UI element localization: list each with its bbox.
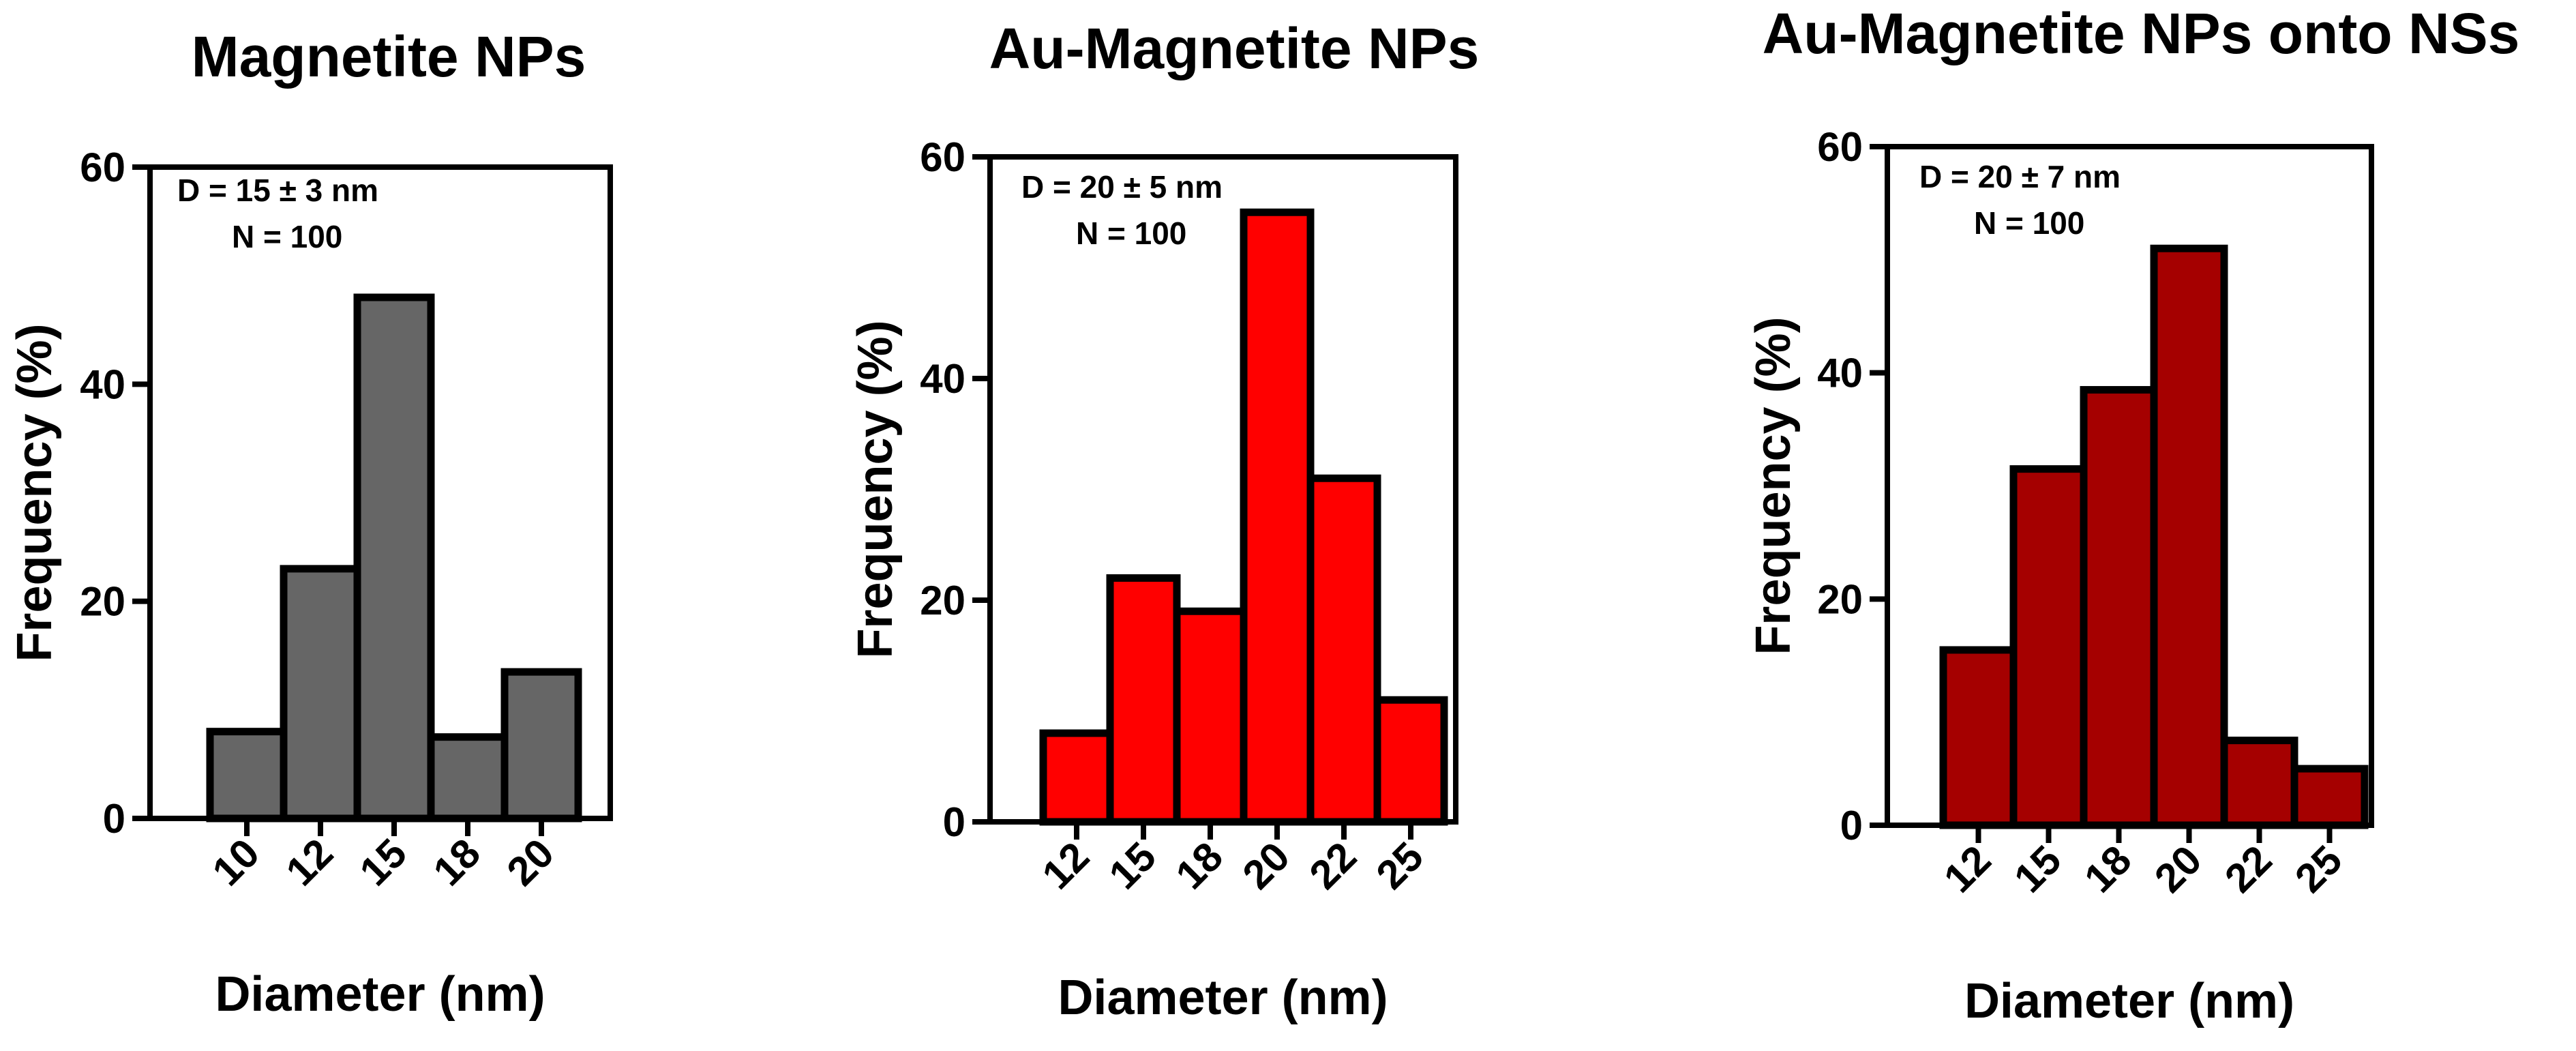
bar-15 (353, 293, 435, 823)
bar-10 (206, 728, 288, 823)
x-tick-label: 15 (1100, 833, 1165, 898)
bar-20 (500, 668, 582, 823)
x-tick-label: 25 (1368, 833, 1433, 898)
annotation-diameter: D = 20 ± 5 nm (1021, 169, 1223, 205)
annotation-diameter: D = 15 ± 3 nm (177, 173, 378, 208)
chart-title: Au-Magnetite NPs (989, 16, 1480, 80)
plot-frame (147, 164, 613, 821)
annotation-diameter: D = 20 ± 7 nm (1919, 159, 2121, 194)
bar-25 (1373, 696, 1448, 826)
x-tick-label: 15 (351, 830, 416, 895)
y-axis-label: Frequency (%) (848, 320, 903, 658)
y-tick-label: 0 (1840, 803, 1863, 848)
bar-18 (1173, 607, 1248, 826)
x-tick-label: 12 (278, 830, 342, 895)
y-tick-label: 0 (943, 799, 965, 845)
x-tick-label: 20 (498, 830, 563, 895)
bar-15 (2009, 465, 2088, 829)
chart-title: Au-Magnetite NPs onto NSs (1763, 1, 2520, 65)
x-tick-label: 22 (1301, 833, 1366, 898)
y-axis-label: Frequency (%) (8, 323, 62, 662)
x-tick-label: 10 (204, 830, 269, 895)
y-tick-label: 20 (80, 579, 125, 625)
y-tick-label: 40 (1817, 351, 1863, 396)
x-tick-label: 20 (1234, 833, 1299, 898)
bar-12 (1039, 729, 1114, 826)
bar-20 (2150, 244, 2228, 829)
y-tick-label: 60 (1817, 124, 1863, 170)
bar-18 (427, 733, 509, 823)
bar-25 (2290, 765, 2369, 829)
annotation-count: N = 100 (1076, 216, 1186, 251)
y-tick-label: 20 (1817, 576, 1863, 622)
annotation-count: N = 100 (1974, 205, 2084, 241)
bar-18 (2080, 386, 2158, 829)
y-tick-label: 40 (80, 361, 125, 407)
bar-22 (1306, 474, 1381, 826)
bar-20 (1240, 208, 1315, 826)
y-tick-label: 20 (920, 578, 965, 623)
x-tick-label: 18 (2076, 837, 2140, 902)
x-tick-label: 12 (1034, 833, 1098, 898)
y-tick-label: 60 (80, 145, 125, 190)
y-tick-label: 60 (920, 134, 965, 180)
x-axis-label: Diameter (nm) (1058, 971, 1388, 1025)
y-tick-label: 40 (920, 356, 965, 402)
y-tick-label: 0 (103, 796, 125, 842)
plot-frame (1885, 144, 2374, 828)
chart-title: Magnetite NPs (192, 25, 586, 89)
x-axis-label: Diameter (nm) (1964, 974, 2294, 1028)
y-axis-label: Frequency (%) (1746, 316, 1801, 655)
annotation-count: N = 100 (232, 219, 342, 254)
plot-frame (987, 154, 1458, 825)
x-tick-label: 15 (2005, 837, 2070, 902)
x-tick-label: 22 (2216, 837, 2281, 902)
bar-22 (2220, 737, 2298, 829)
x-tick-label: 12 (1935, 837, 2000, 902)
x-tick-label: 25 (2286, 837, 2351, 902)
x-tick-label: 18 (1167, 833, 1232, 898)
x-tick-label: 20 (2146, 837, 2211, 902)
bar-15 (1106, 574, 1181, 826)
x-tick-label: 18 (425, 830, 490, 895)
bar-12 (1939, 646, 2018, 829)
bar-12 (280, 565, 361, 823)
x-axis-label: Diameter (nm) (215, 967, 545, 1022)
